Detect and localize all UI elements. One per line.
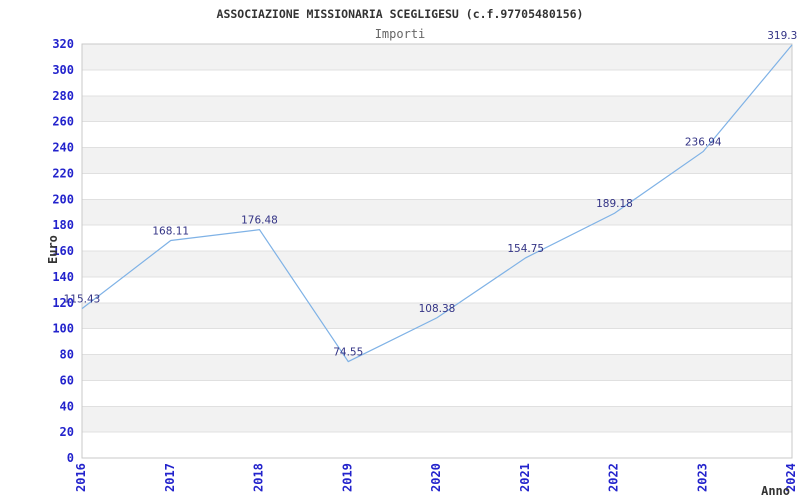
- plot-background-bands: [82, 44, 792, 458]
- band-row: [82, 354, 792, 381]
- y-tick-label: 60: [60, 373, 74, 387]
- band-row: [82, 95, 792, 122]
- x-tick-label: 2017: [163, 463, 177, 492]
- point-value-label: 74.55: [333, 347, 363, 359]
- x-tick-label: 2019: [340, 463, 354, 492]
- x-tick-label: 2023: [695, 463, 709, 492]
- x-tick-label: 2021: [518, 463, 532, 492]
- y-tick-label: 200: [52, 192, 74, 206]
- y-tick-label: 220: [52, 166, 74, 180]
- data-series-line: [81, 44, 793, 363]
- band-row: [82, 276, 792, 303]
- x-tick-label: 2022: [607, 463, 621, 492]
- band-row: [82, 251, 792, 277]
- chart-title: ASSOCIAZIONE MISSIONARIA SCEGLIGESU (c.f…: [216, 7, 584, 21]
- y-tick-label: 160: [52, 244, 74, 258]
- y-tick-label: 20: [60, 425, 74, 439]
- band-row: [82, 380, 792, 407]
- point-value-label: 176.48: [241, 215, 278, 227]
- y-tick-label: 40: [60, 399, 74, 413]
- y-tick-label: 120: [52, 296, 74, 310]
- y-tick-label: 260: [52, 115, 74, 129]
- band-row: [82, 406, 792, 433]
- band-row: [82, 44, 792, 70]
- x-tick-label: 2024: [784, 463, 798, 492]
- band-row: [82, 121, 792, 148]
- chart-subtitle: Importi: [374, 27, 426, 41]
- point-value-label: 108.38: [419, 303, 456, 315]
- y-tick-label: 80: [60, 348, 74, 362]
- band-row: [82, 432, 792, 458]
- series-polyline: [81, 44, 793, 363]
- point-value-label: 115.43: [64, 294, 101, 306]
- x-tick-label: 2020: [429, 463, 443, 492]
- y-tick-label: 180: [52, 218, 74, 232]
- y-tick-label: 320: [52, 37, 74, 51]
- band-row: [82, 328, 792, 355]
- point-value-label: 189.18: [596, 198, 633, 210]
- x-axis-tick-labels: 2016 2017 2018 2019 2020 2021 2022 2023 2024: [74, 463, 798, 492]
- band-row: [82, 147, 792, 174]
- plot-gridlines: [82, 69, 792, 433]
- x-tick-label: 2016: [74, 463, 88, 492]
- point-value-label: 168.11: [152, 226, 189, 238]
- x-tick-label: 2018: [252, 463, 266, 492]
- y-tick-label: 0: [67, 451, 74, 465]
- x-axis-title: Anno: [761, 484, 790, 498]
- point-value-label: 319.3: [767, 30, 797, 42]
- y-tick-label: 300: [52, 63, 74, 77]
- y-tick-label: 240: [52, 141, 74, 155]
- point-labels: 115.43 168.11 176.48 74.55 108.38 154.75 189.1…: [64, 30, 798, 359]
- y-axis-tick-labels: 0 20 40 60 80 100 120 140 160 180 200 220 240 260 280 3…: [52, 37, 74, 465]
- point-value-label: 154.75: [507, 243, 544, 255]
- y-tick-label: 140: [52, 270, 74, 284]
- y-axis-title: Euro: [46, 235, 60, 264]
- y-tick-label: 280: [52, 89, 74, 103]
- point-value-label: 236.94: [685, 136, 722, 148]
- plot-border: [81, 43, 793, 459]
- band-row: [82, 199, 792, 226]
- band-row: [82, 173, 792, 200]
- band-row: [82, 69, 792, 96]
- band-row: [82, 225, 792, 251]
- y-tick-label: 100: [52, 322, 74, 336]
- band-row: [82, 302, 792, 329]
